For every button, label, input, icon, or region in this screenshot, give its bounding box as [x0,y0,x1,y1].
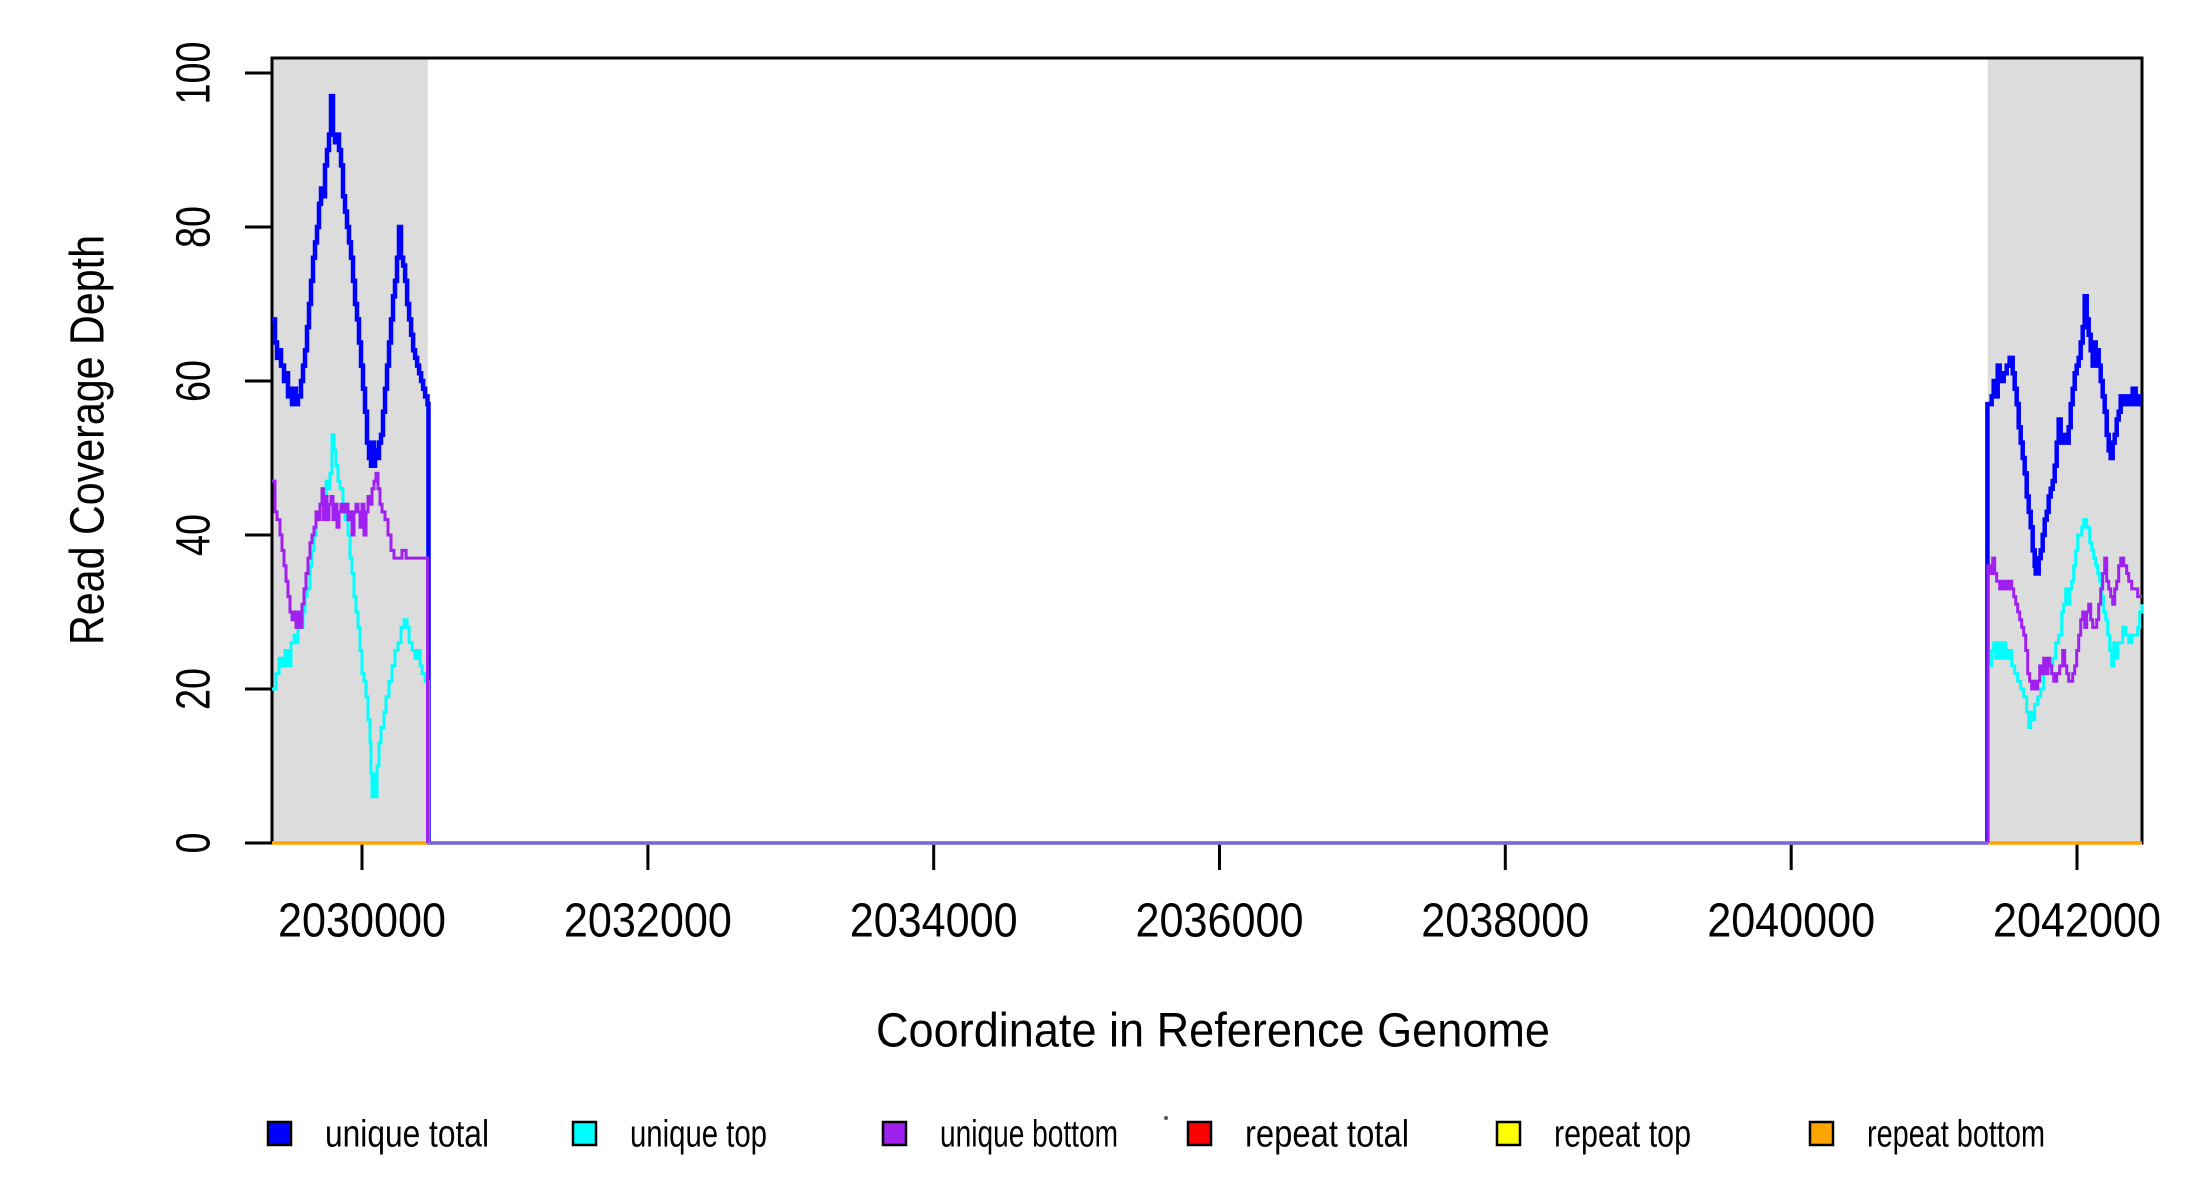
legend-swatch-unique-top [571,1120,598,1147]
series-unique-bottom-seg2 [1986,556,2142,843]
legend-swatch-repeat-bottom [1808,1120,1835,1147]
y-tick-label-0: 0 [168,833,221,854]
legend-swatch-repeat-total [1186,1120,1213,1147]
series-unique-top-seg1 [272,433,430,843]
x-tick-label-2036000: 2036000 [1136,895,1304,948]
stray-dot [1164,1116,1168,1120]
legend-swatch-unique-bottom [881,1120,908,1147]
shaded-region-1 [272,59,428,843]
series-unique-top-seg2 [1987,518,2144,843]
x-tick-label-2042000: 2042000 [1993,895,2161,948]
legend-swatch-repeat-top [1495,1120,1522,1147]
x-tick-label-2038000: 2038000 [1421,895,1589,948]
y-axis-title: Read Coverage Depth [62,235,115,645]
x-tick-label-2032000: 2032000 [564,895,732,948]
x-tick-label-2040000: 2040000 [1707,895,1875,948]
x-tick-label-2034000: 2034000 [850,895,1018,948]
series-unique-total-seg1 [272,93,431,843]
x-tick-label-2030000: 2030000 [278,895,446,948]
legend-label-repeat-top: repeat top [1554,1114,1691,1156]
y-tick-label-20: 20 [168,668,221,710]
x-axis-title: Coordinate in Reference Genome [876,1005,1550,1058]
series-unique-bottom-seg1 [272,471,429,843]
y-tick-label-100: 100 [168,42,221,105]
legend-label-unique-bottom: unique bottom [940,1114,1118,1156]
series-unique-total-seg2 [1985,294,2142,843]
legend-label-unique-total: unique total [325,1114,489,1156]
legend-swatch-unique-total [266,1120,293,1147]
legend-label-repeat-total: repeat total [1245,1114,1409,1156]
y-tick-label-60: 60 [168,360,221,402]
legend-label-unique-top: unique top [630,1114,767,1156]
legend-label-repeat-bottom: repeat bottom [1867,1114,2045,1156]
shaded-region-2 [1987,59,2142,843]
y-tick-label-40: 40 [168,514,221,556]
y-tick-label-80: 80 [168,206,221,248]
